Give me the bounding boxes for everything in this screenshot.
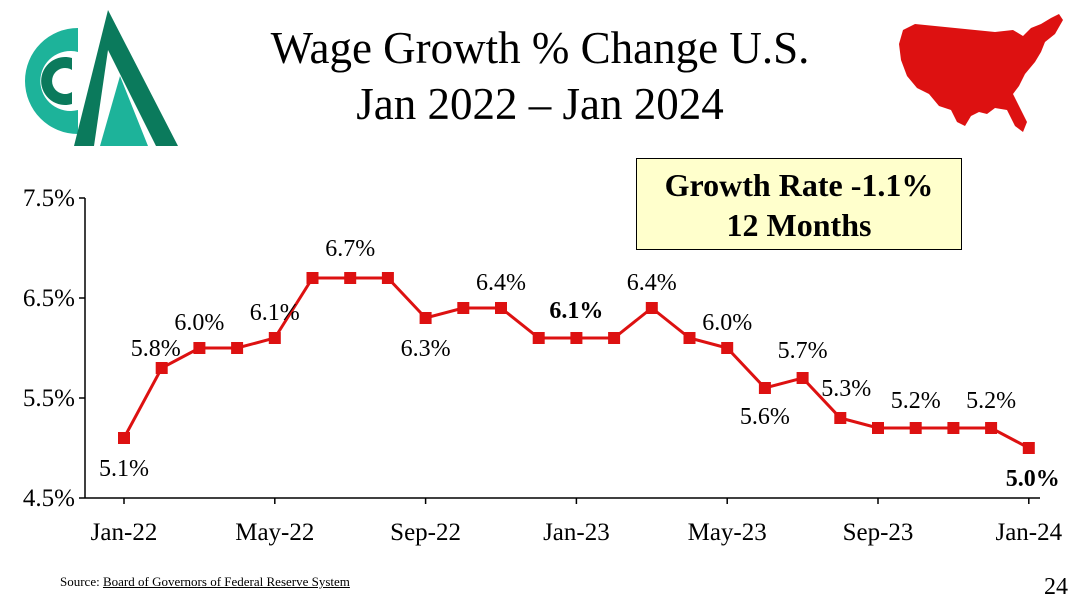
series-wage-growth xyxy=(118,272,1035,454)
data-point xyxy=(985,422,998,434)
data-point xyxy=(532,332,545,344)
data-point xyxy=(381,272,394,284)
data-point xyxy=(193,342,206,354)
data-point xyxy=(947,422,960,434)
data-point xyxy=(231,342,244,354)
title-line-2: Jan 2022 – Jan 2024 xyxy=(356,79,724,129)
data-label: 6.7% xyxy=(325,236,375,262)
page-number: 24 xyxy=(1044,574,1068,600)
data-point xyxy=(118,432,130,444)
data-point xyxy=(306,272,319,284)
data-label: 6.0% xyxy=(702,310,752,336)
x-tick-label: Sep-23 xyxy=(843,519,914,546)
data-label: 5.3% xyxy=(821,376,871,402)
callout-line-2: 12 Months xyxy=(726,207,872,243)
logo-inner-c xyxy=(41,57,72,105)
data-point xyxy=(344,272,357,284)
data-label: 5.6% xyxy=(740,404,790,430)
chart-axes xyxy=(79,197,1040,504)
data-point xyxy=(495,302,507,314)
data-point xyxy=(872,422,884,434)
data-label: 6.4% xyxy=(476,270,526,296)
company-logo xyxy=(25,10,178,146)
data-point xyxy=(796,372,809,384)
data-point xyxy=(645,302,658,314)
data-label: 6.4% xyxy=(627,270,677,296)
data-label: 5.8% xyxy=(131,336,181,362)
x-tick-label: May-22 xyxy=(235,519,314,546)
data-label: 6.1% xyxy=(250,300,300,326)
data-point xyxy=(1022,442,1035,454)
title-line-1: Wage Growth % Change U.S. xyxy=(270,23,810,73)
data-point xyxy=(683,332,696,344)
data-point xyxy=(834,412,847,424)
data-label: 5.2% xyxy=(966,388,1016,414)
us-map-icon xyxy=(899,14,1063,132)
data-point xyxy=(457,302,470,314)
callout-line-1: Growth Rate -1.1% xyxy=(664,167,934,203)
data-point xyxy=(155,362,168,374)
logo-mountain xyxy=(74,10,178,146)
y-tick-label: 4.5% xyxy=(23,485,75,512)
logo-outer-c xyxy=(25,28,78,134)
data-point xyxy=(721,342,734,354)
data-label: 6.3% xyxy=(401,336,451,362)
source-note: Source: Board of Governors of Federal Re… xyxy=(60,574,350,590)
data-label: 5.7% xyxy=(778,338,828,364)
y-tick-label: 7.5% xyxy=(23,185,75,212)
source-link[interactable]: Board of Governors of Federal Reserve Sy… xyxy=(102,574,350,589)
y-axis-labels: 4.5% 5.5% 6.5% 7.5% xyxy=(23,185,75,512)
x-axis-labels: Jan-22 May-22 Sep-22 Jan-23 May-23 Sep-23 Jan-… xyxy=(91,519,1063,546)
data-point xyxy=(608,332,621,344)
x-tick-label: Jan-23 xyxy=(543,519,610,546)
x-tick-label: May-23 xyxy=(688,519,767,546)
logo-mountain-inner xyxy=(100,76,148,146)
data-label: 5.1% xyxy=(99,456,149,482)
data-label: 5.0% xyxy=(1006,466,1060,492)
data-point xyxy=(419,312,432,324)
data-label: 6.0% xyxy=(174,310,224,336)
data-label: 5.2% xyxy=(891,388,941,414)
data-point xyxy=(909,422,922,434)
data-point xyxy=(758,382,771,394)
data-point xyxy=(570,332,583,344)
growth-rate-callout: Growth Rate -1.1% 12 Months xyxy=(636,158,962,250)
x-tick-label: Jan-22 xyxy=(91,519,158,546)
data-point xyxy=(268,332,281,344)
x-tick-label: Sep-22 xyxy=(390,519,461,546)
slide-title: Wage Growth % Change U.S. Jan 2022 – Jan… xyxy=(180,20,900,132)
x-tick-label: Jan-24 xyxy=(995,519,1062,546)
y-tick-label: 5.5% xyxy=(23,385,75,412)
y-tick-label: 6.5% xyxy=(23,285,75,312)
data-label: 6.1% xyxy=(549,298,603,324)
source-prefix: Source: xyxy=(60,574,103,589)
data-labels: 5.1%5.8%6.0% 6.1%6.7%6.3%6.4%6.1%6.4%6.0%… xyxy=(99,236,1060,492)
